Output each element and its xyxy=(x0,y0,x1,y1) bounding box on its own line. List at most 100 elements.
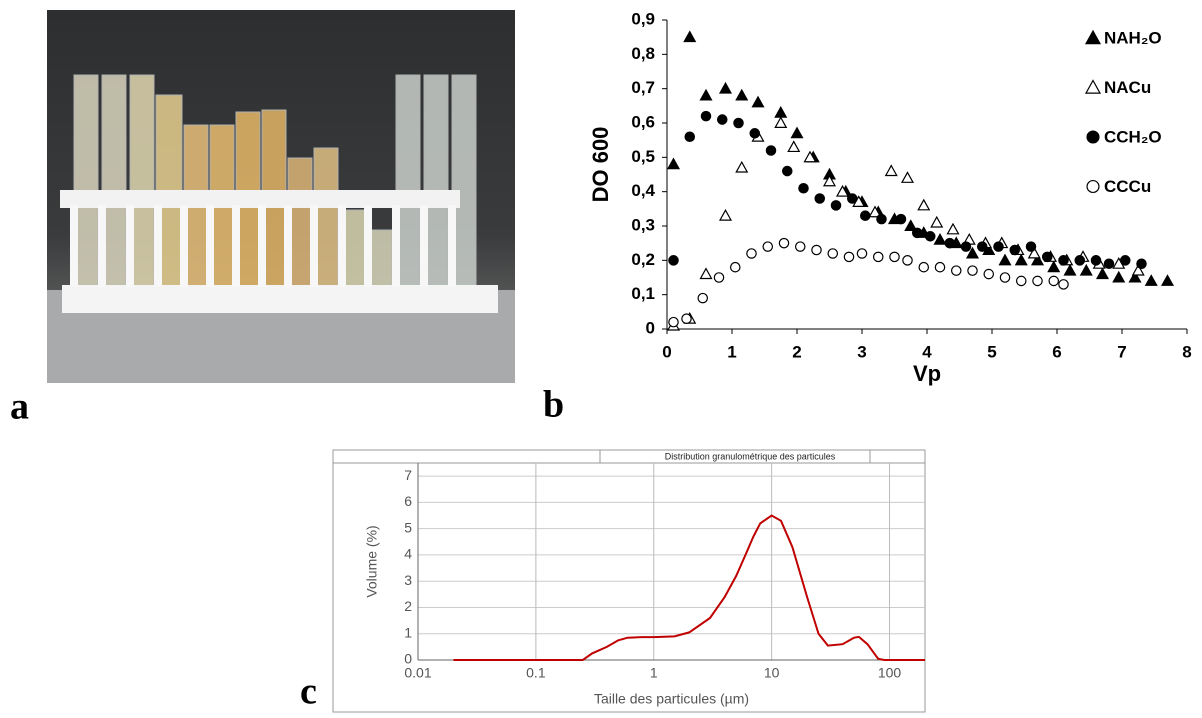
y-tick-label: 0,8 xyxy=(631,44,655,63)
data-point xyxy=(830,200,842,211)
y-tick-label: 6 xyxy=(404,493,412,509)
data-point xyxy=(1136,258,1147,270)
data-point xyxy=(749,128,761,139)
data-point xyxy=(946,222,960,235)
data-point xyxy=(967,265,978,276)
y-tick-label: 0,1 xyxy=(631,284,655,303)
data-point xyxy=(1074,255,1086,266)
legend-marker xyxy=(1084,29,1102,45)
y-tick-label: 2 xyxy=(404,598,412,614)
data-point xyxy=(790,126,804,139)
y-tick-label: 3 xyxy=(404,572,412,588)
legend-marker xyxy=(1086,130,1100,144)
panel-label: a xyxy=(10,386,29,428)
data-point xyxy=(965,246,980,259)
data-point xyxy=(735,160,749,173)
data-point xyxy=(803,150,817,163)
data-point xyxy=(998,253,1012,266)
data-point xyxy=(876,213,887,225)
data-point xyxy=(794,241,806,252)
data-point xyxy=(900,171,915,183)
panel-label: b xyxy=(543,384,564,426)
data-point xyxy=(999,272,1011,283)
y-tick-label: 0,2 xyxy=(631,250,655,269)
data-point xyxy=(666,157,681,170)
x-tick-label: 0.01 xyxy=(404,665,431,681)
y-tick-label: 0,4 xyxy=(631,181,655,200)
data-point xyxy=(835,184,850,197)
data-point xyxy=(746,248,757,259)
data-point xyxy=(733,117,744,129)
data-point xyxy=(774,105,788,118)
data-point xyxy=(718,81,733,94)
data-point xyxy=(1025,241,1037,252)
data-point xyxy=(872,251,884,263)
data-point xyxy=(774,116,788,129)
data-point xyxy=(924,231,936,242)
data-point xyxy=(735,88,749,101)
x-tick-label: 1 xyxy=(727,342,736,361)
data-point xyxy=(1144,274,1158,286)
y-tick-label: 5 xyxy=(404,519,412,535)
x-tick-label: 7 xyxy=(1117,342,1126,361)
data-point xyxy=(1048,275,1060,287)
data-point xyxy=(843,251,855,263)
data-point xyxy=(983,268,995,280)
data-point xyxy=(716,114,728,125)
x-tick-label: 1 xyxy=(650,665,658,681)
data-point xyxy=(822,174,837,187)
data-point xyxy=(1079,263,1093,276)
data-point xyxy=(1112,270,1126,283)
data-point xyxy=(713,272,725,283)
legend-label: NACu xyxy=(1104,78,1151,97)
data-point xyxy=(904,219,918,231)
y-axis-title: DO 600 xyxy=(588,127,613,203)
legend-label: CCH₂O xyxy=(1104,127,1162,146)
x-tick-label: 2 xyxy=(792,342,801,361)
data-point xyxy=(868,205,882,218)
data-point xyxy=(1047,260,1061,273)
y-tick-label: 0,7 xyxy=(631,78,655,97)
data-point xyxy=(1041,251,1053,263)
data-point xyxy=(902,255,913,266)
y-tick-label: 7 xyxy=(404,467,412,483)
x-tick-label: 0.1 xyxy=(526,665,546,681)
x-tick-label: 10 xyxy=(764,665,780,681)
data-point xyxy=(930,215,944,228)
legend-marker xyxy=(1084,79,1102,94)
data-point xyxy=(765,145,777,156)
data-point xyxy=(1058,279,1069,290)
data-point xyxy=(668,255,679,266)
data-point xyxy=(683,30,697,43)
data-point xyxy=(697,292,709,304)
data-point xyxy=(1032,275,1043,287)
x-tick-label: 0 xyxy=(662,342,671,361)
data-point xyxy=(993,241,1004,252)
data-point xyxy=(1119,255,1131,266)
data-point xyxy=(859,210,871,221)
legend-label: NAH₂O xyxy=(1104,28,1162,47)
y-tick-label: 4 xyxy=(404,546,412,562)
data-point xyxy=(1128,270,1142,283)
data-line xyxy=(453,514,925,661)
y-tick-label: 0,5 xyxy=(631,147,655,166)
y-tick-label: 1 xyxy=(404,624,412,640)
x-tick-label: 5 xyxy=(987,342,996,361)
data-point xyxy=(1103,258,1115,270)
data-point xyxy=(911,227,923,239)
data-point xyxy=(1058,255,1069,266)
data-point xyxy=(1160,274,1175,286)
data-point xyxy=(751,95,765,108)
data-point xyxy=(787,140,801,153)
y-tick-label: 0,6 xyxy=(631,112,655,131)
data-point xyxy=(917,198,931,211)
data-point xyxy=(781,165,793,177)
data-point xyxy=(811,244,822,256)
data-point xyxy=(846,193,858,204)
x-tick-label: 100 xyxy=(878,665,902,681)
data-point xyxy=(778,237,790,249)
x-axis-title: Vp xyxy=(913,361,941,386)
data-point xyxy=(1014,253,1028,266)
data-point xyxy=(1009,244,1021,256)
